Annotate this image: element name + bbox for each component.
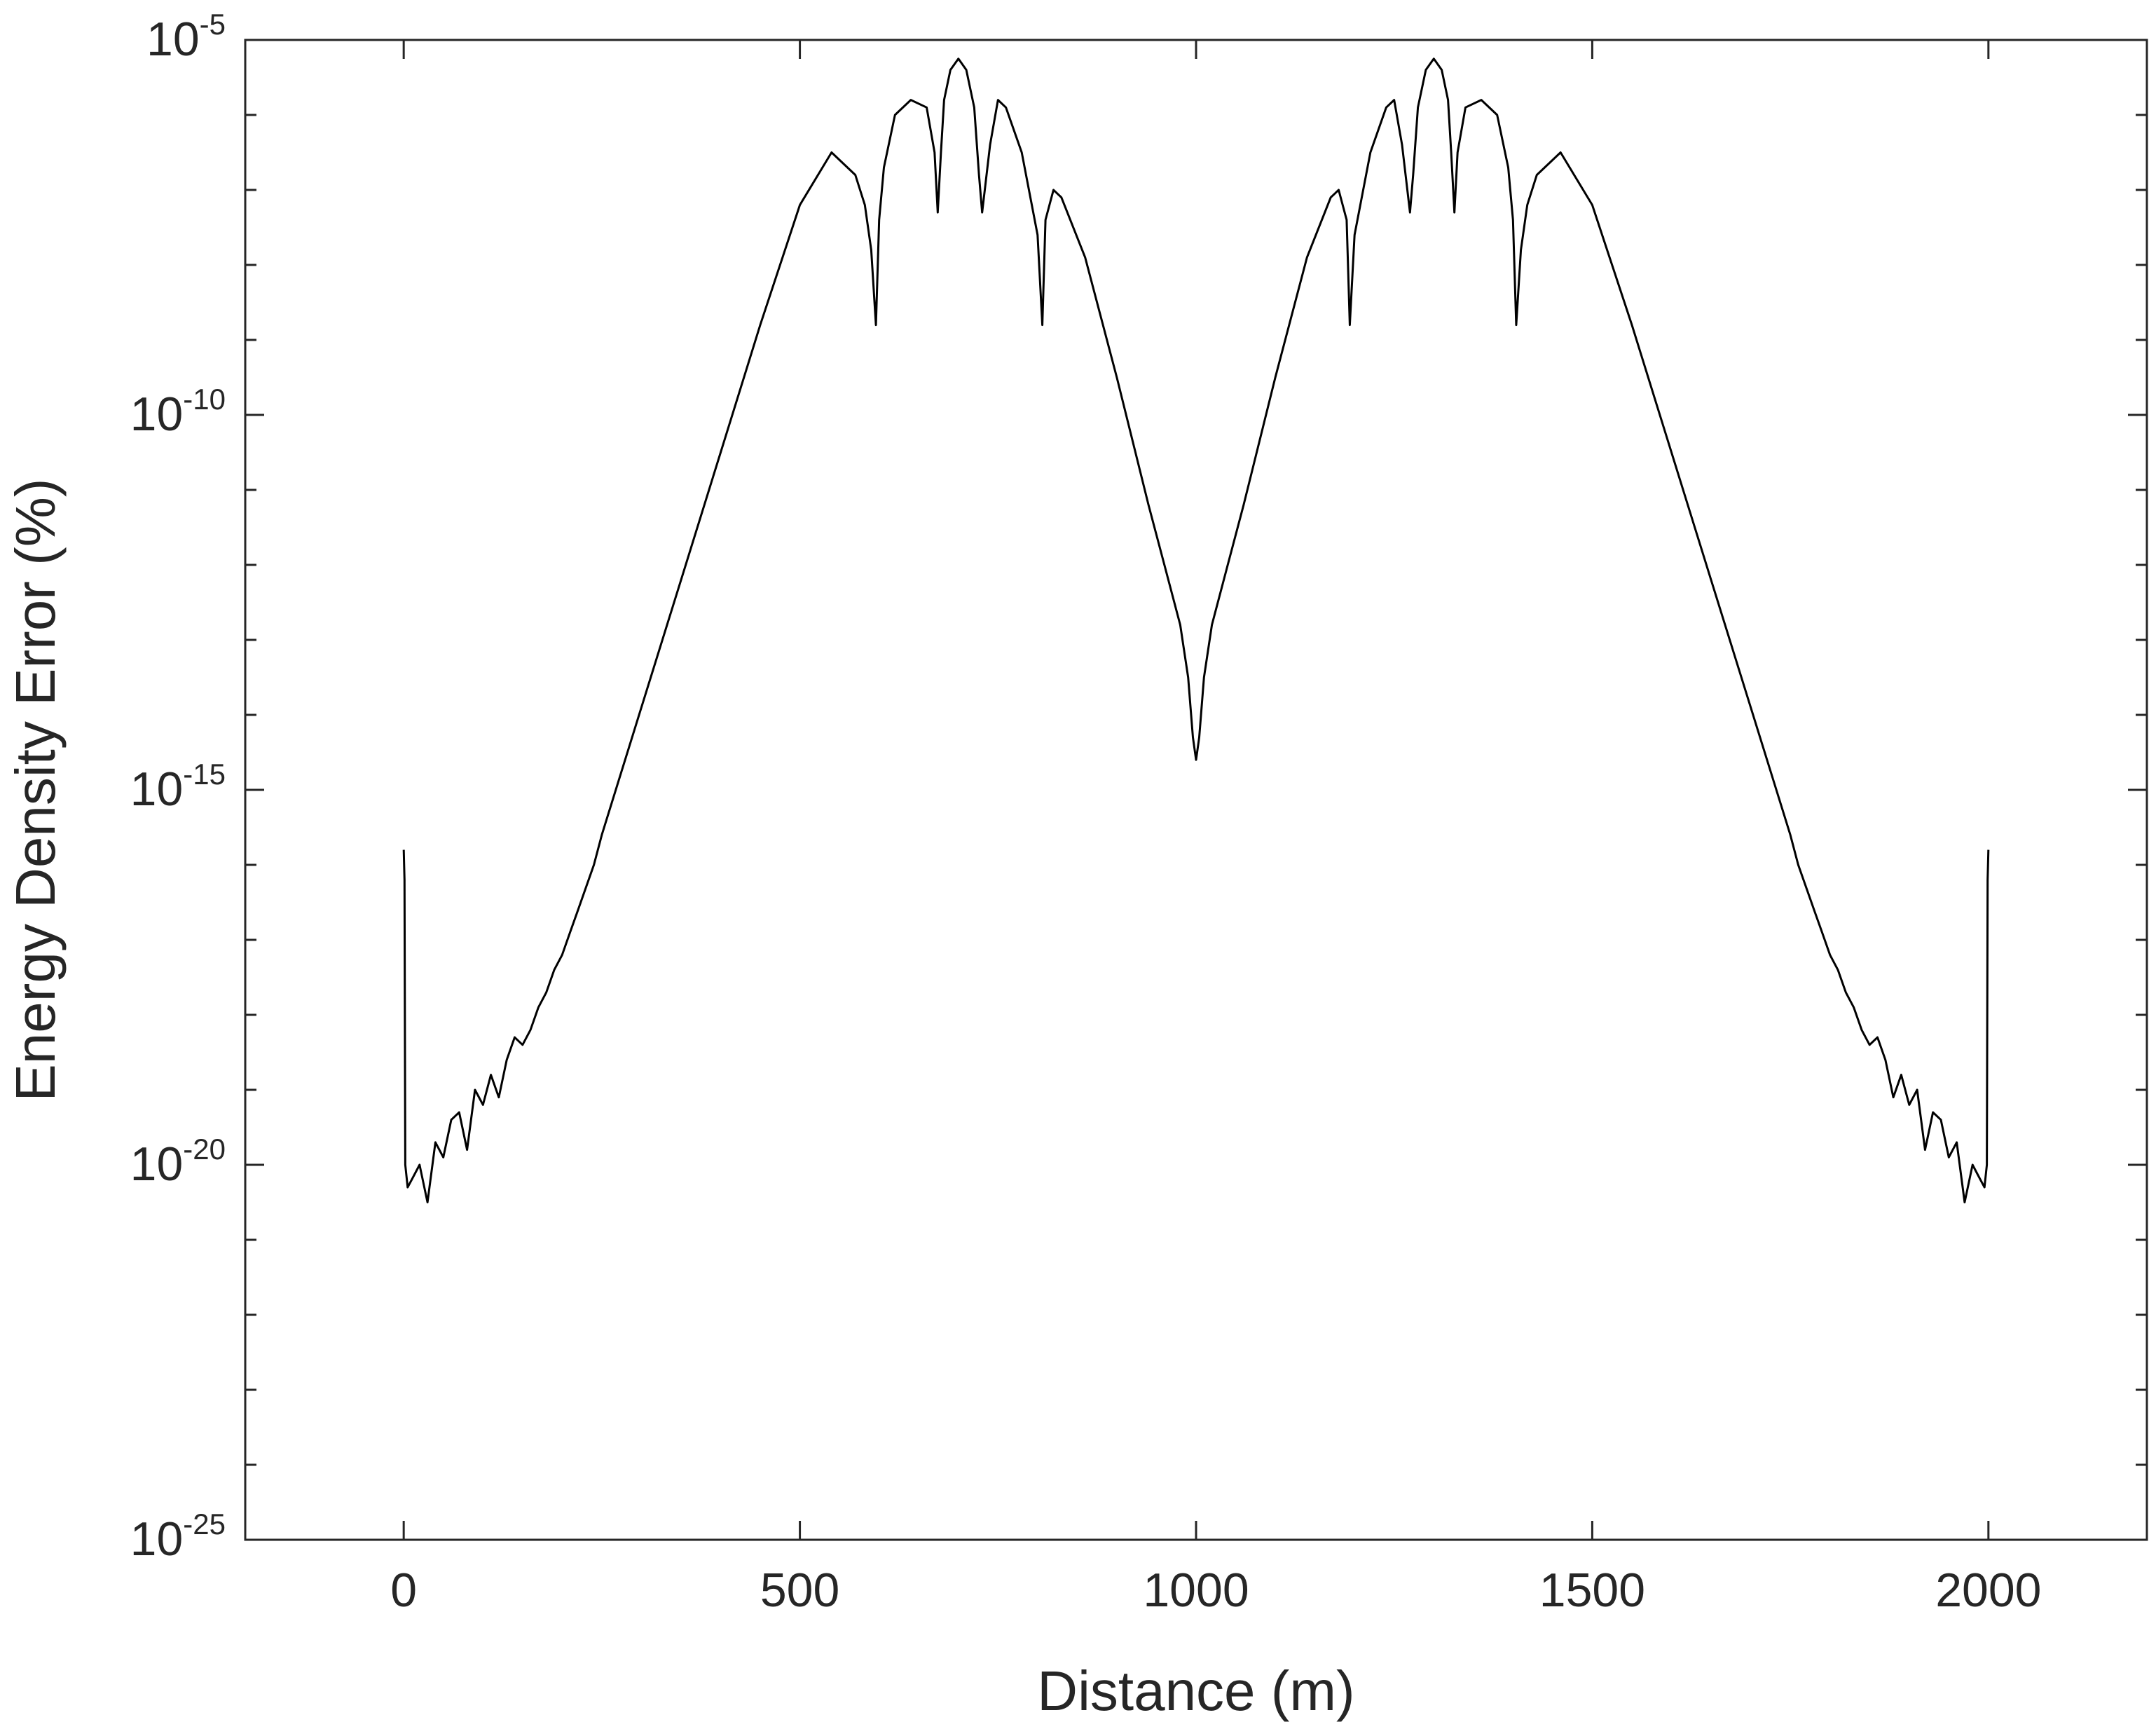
x-tick-label: 1000 [1143,1564,1249,1617]
y-tick-label: 10-15 [130,758,226,816]
x-axis-title: Distance (m) [1037,1660,1354,1722]
x-tick-label: 1500 [1539,1564,1645,1617]
x-tick-label: 2000 [1935,1564,2041,1617]
plot-background [245,40,2147,1540]
x-tick-label: 500 [760,1564,839,1617]
label-layer: 0 500 1000 1500 2000 10-25 10-20 10-15 10-10 10-5 [130,8,2042,1617]
y-tick-label: 10-10 [130,383,226,441]
y-tick-label: 10-5 [146,8,226,66]
series-layer [402,57,1990,1203]
x-tick-label: 0 [390,1564,417,1617]
plot-frame [244,39,2148,1541]
series-line [402,57,1990,1203]
y-axis-title: Energy Density Error (%) [4,478,67,1101]
y-tick-label: 10-25 [130,1508,226,1566]
y-tick-label: 10-20 [130,1133,226,1191]
